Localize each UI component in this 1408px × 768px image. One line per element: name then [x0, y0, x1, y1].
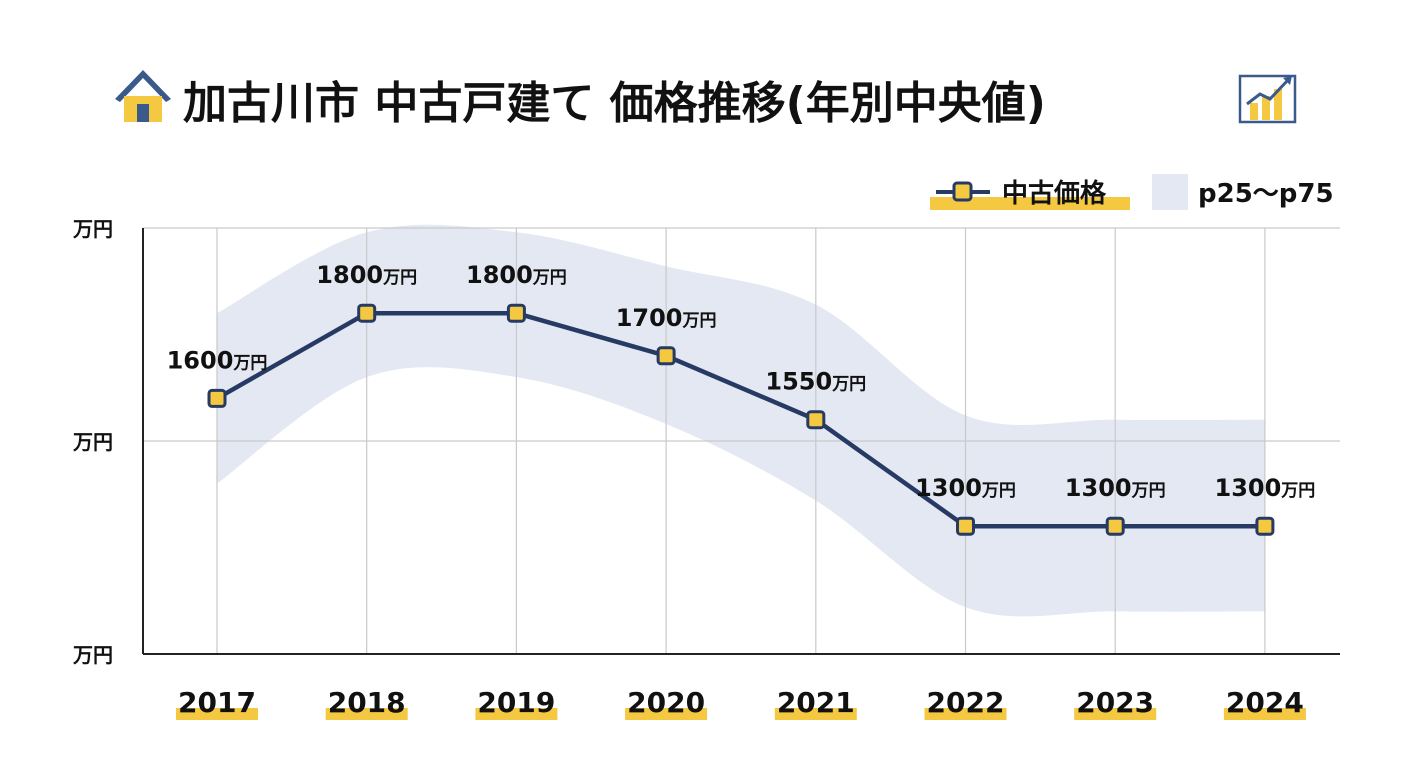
data-label: 1300万円 — [915, 474, 1016, 502]
x-tick-highlight — [176, 708, 258, 720]
x-tick-highlight — [924, 708, 1007, 720]
x-tick-label: 2024 — [1226, 686, 1304, 719]
data-point-marker — [1255, 516, 1275, 536]
legend-series-label: 中古価格 — [1002, 178, 1107, 209]
x-tick-layer: 2017 2018 2019 2020 2021 2022 2023 2024 — [176, 686, 1306, 720]
x-tick-highlight — [774, 708, 857, 720]
x-tick-highlight — [1223, 708, 1306, 720]
x-tick-label: 2023 — [1076, 686, 1154, 719]
x-tick-label: 2022 — [927, 686, 1005, 719]
rising-chart-icon — [1238, 74, 1297, 124]
data-point-marker — [207, 388, 227, 408]
x-tick-highlight — [1074, 708, 1157, 720]
data-point-marker — [806, 410, 826, 430]
y-tick-label: 万円 — [72, 217, 113, 241]
p25-p75-band — [217, 224, 1265, 617]
data-label-value: 1300 — [915, 474, 982, 502]
x-tick-label: 2019 — [477, 686, 555, 719]
grid-layer — [143, 227, 1340, 654]
x-tick-highlight — [325, 708, 408, 720]
data-label-unit: 万円 — [382, 268, 417, 288]
data-label-unit: 万円 — [1280, 481, 1315, 501]
legend-item-series: 中古価格 — [930, 178, 1130, 210]
data-label-value: 1800 — [316, 261, 383, 289]
series-line — [215, 310, 1265, 529]
legend-band-label: p25〜p75 — [1198, 179, 1334, 209]
data-label-value: 1300 — [1065, 474, 1132, 502]
data-label: 1300万円 — [1065, 474, 1166, 502]
x-tick-label: 2020 — [627, 686, 705, 719]
data-label: 1800万円 — [466, 261, 567, 289]
data-label-value: 1600 — [167, 346, 234, 374]
data-label: 1300万円 — [1215, 474, 1316, 502]
series-layer — [207, 303, 1275, 536]
data-point-marker — [357, 303, 377, 323]
data-label: 1800万円 — [316, 261, 417, 289]
data-label-unit: 万円 — [532, 268, 567, 288]
data-label-unit: 万円 — [831, 375, 866, 395]
data-label-value: 1700 — [616, 304, 683, 332]
data-label: 1600万円 — [167, 346, 268, 374]
data-label-value: 1800 — [466, 261, 533, 289]
data-label-unit: 万円 — [981, 481, 1016, 501]
data-label-unit: 万円 — [1131, 481, 1166, 501]
data-label-unit: 万円 — [232, 353, 267, 373]
x-tick-label: 2018 — [328, 686, 406, 719]
chart-title-group: 加古川市 中古戸建て 価格推移(年別中央値) — [115, 70, 1297, 129]
x-tick-label: 2017 — [178, 686, 256, 719]
data-label-unit: 万円 — [681, 311, 716, 331]
data-point-marker — [956, 516, 975, 536]
data-label-value: 1300 — [1215, 474, 1282, 502]
x-tick-label: 2021 — [777, 686, 855, 719]
data-label-value: 1550 — [765, 368, 832, 396]
legend-item-band: p25〜p75 — [1152, 174, 1334, 210]
chart-title: 加古川市 中古戸建て 価格推移(年別中央値) — [183, 78, 1046, 129]
data-point-marker — [656, 346, 676, 366]
data-label: 1550万円 — [765, 368, 866, 396]
x-tick-highlight — [625, 708, 708, 720]
band-layer — [217, 224, 1265, 617]
data-point-marker — [506, 303, 526, 323]
data-point-marker — [1105, 516, 1125, 536]
data-label: 1700万円 — [616, 304, 717, 332]
x-tick-highlight — [475, 708, 558, 720]
y-tick-label: 万円 — [72, 643, 113, 667]
y-tick-label: 万円 — [72, 430, 113, 454]
house-icon — [115, 70, 171, 122]
legend: 中古価格 p25〜p75 — [930, 174, 1334, 210]
axis-layer — [142, 228, 1340, 655]
